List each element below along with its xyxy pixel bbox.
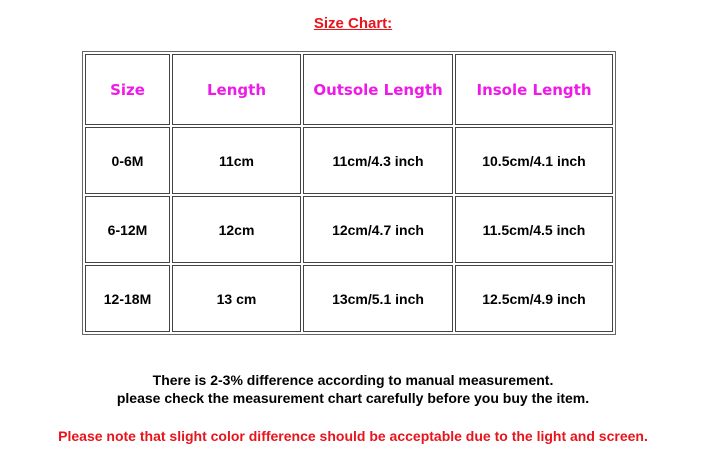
header-size: Size: [85, 54, 170, 125]
measurement-note: There is 2-3% difference according to ma…: [152, 372, 554, 388]
cell-size: 12-18M: [85, 265, 170, 332]
table-header-row: Size Length Outsole Length Insole Length: [85, 54, 613, 125]
page-title: Size Chart:: [0, 15, 706, 32]
header-insole-length: Insole Length: [455, 54, 613, 125]
cell-insole: 12.5cm/4.9 inch: [455, 265, 613, 332]
table-row: 0-6M 11cm 11cm/4.3 inch 10.5cm/4.1 inch: [85, 127, 613, 194]
size-chart-table: Size Length Outsole Length Insole Length…: [82, 51, 616, 335]
cell-outsole: 13cm/5.1 inch: [303, 265, 453, 332]
title-text: Size Chart:: [313, 15, 393, 32]
table-row: 12-18M 13 cm 13cm/5.1 inch 12.5cm/4.9 in…: [85, 265, 613, 332]
check-chart-note: please check the measurement chart caref…: [116, 390, 590, 406]
color-difference-warning: Please note that slight color difference…: [58, 428, 648, 444]
cell-size: 0-6M: [85, 127, 170, 194]
cell-length: 12cm: [172, 196, 301, 263]
cell-outsole: 11cm/4.3 inch: [303, 127, 453, 194]
header-length: Length: [172, 54, 301, 125]
cell-length: 11cm: [172, 127, 301, 194]
cell-length: 13 cm: [172, 265, 301, 332]
cell-insole: 10.5cm/4.1 inch: [455, 127, 613, 194]
cell-outsole: 12cm/4.7 inch: [303, 196, 453, 263]
table-row: 6-12M 12cm 12cm/4.7 inch 11.5cm/4.5 inch: [85, 196, 613, 263]
cell-insole: 11.5cm/4.5 inch: [455, 196, 613, 263]
cell-size: 6-12M: [85, 196, 170, 263]
header-outsole-length: Outsole Length: [303, 54, 453, 125]
